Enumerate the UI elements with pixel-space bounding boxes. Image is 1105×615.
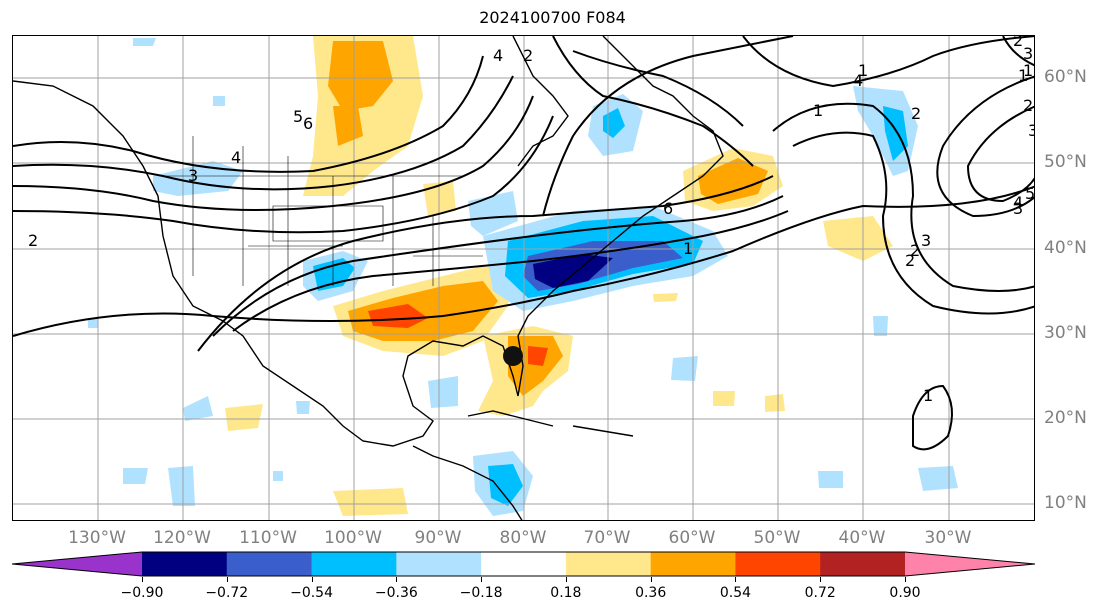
map-canvas: 654321421231234561236431212: [13, 36, 1035, 520]
colorbar-segment: [481, 552, 567, 576]
contour-label: 2: [523, 46, 533, 65]
contour-label: 2: [28, 231, 38, 250]
contour-label: 3: [921, 231, 931, 250]
colorbar-tick-label: −0.90: [120, 585, 164, 601]
contour-label: 5: [293, 107, 303, 126]
colorbar-segment: [396, 552, 482, 576]
contour-label: 4: [853, 71, 863, 90]
longitude-label: 30°W: [924, 528, 972, 548]
storm-center-marker: [503, 346, 523, 366]
colorbar-tick-label: −0.18: [459, 585, 503, 601]
shaded-fields: [88, 36, 958, 516]
latitude-label: 30°N: [1044, 323, 1087, 343]
colorbar-tick-label: 0.36: [635, 585, 667, 601]
contour-label: 6: [1033, 171, 1035, 190]
colorbar-outline: [11, 551, 1036, 577]
map-panel: 654321421231234561236431212: [12, 35, 1035, 521]
colorbar-tick-mark: [735, 577, 737, 582]
colorbar-segment: [142, 552, 228, 576]
colorbar-tick-mark: [142, 577, 143, 582]
longitude-label: 80°W: [499, 528, 547, 548]
contour-label: 3: [1023, 44, 1033, 63]
longitude-label: 40°W: [838, 528, 886, 548]
latitude-label: 20°N: [1044, 408, 1087, 428]
contour-label: 4: [231, 148, 241, 167]
colorbar-tick-mark: [396, 577, 398, 582]
colorbar-tick-mark: [565, 577, 567, 582]
contour-label: 6: [663, 199, 673, 218]
longitude-label: 130°W: [68, 528, 126, 548]
latitude-label: 50°N: [1044, 152, 1087, 172]
longitude-label: 60°W: [668, 528, 716, 548]
colorbar-tick-label: −0.36: [374, 585, 418, 601]
latitude-label: 10°N: [1044, 493, 1087, 513]
contour-label: 2: [910, 241, 920, 260]
colorbar-segment: [820, 552, 906, 576]
height-contours: [13, 36, 1034, 451]
contour-label: 1: [923, 386, 933, 405]
colorbar-segment: [311, 552, 397, 576]
latitude-label: 60°N: [1044, 67, 1087, 87]
longitude-label: 120°W: [153, 528, 211, 548]
colorbar-tick-mark: [226, 577, 228, 582]
colorbar-segment: [735, 552, 821, 576]
contour-label: 3: [188, 166, 198, 185]
contour-label: 6: [303, 114, 313, 133]
colorbar-tick-mark: [311, 577, 313, 582]
colorbar-segment: [565, 552, 652, 576]
colorbar-segment: [226, 552, 313, 576]
colorbar-tick-label: 0.72: [804, 585, 836, 601]
colorbar-tick-mark: [820, 577, 822, 582]
contour-label: 1: [1018, 66, 1028, 85]
colorbar-extend-high: [905, 552, 1035, 576]
colorbar-tick-label: 0.90: [889, 585, 921, 601]
colorbar-tick-mark: [905, 577, 906, 582]
latitude-label: 40°N: [1044, 238, 1087, 258]
colorbar-extend-low: [12, 552, 142, 576]
contour-label: 3: [1028, 121, 1035, 140]
colorbar-tick-label: 0.18: [550, 585, 582, 601]
contour-label: 2: [1013, 36, 1023, 50]
contour-label: 4: [493, 46, 503, 65]
map-title: 2024100700 F084: [479, 8, 626, 27]
contour-label: 3: [1013, 199, 1023, 218]
colorbar-tick-mark: [481, 577, 483, 582]
contour-label: 1: [1023, 61, 1033, 80]
longitude-label: 100°W: [324, 528, 382, 548]
longitude-label: 70°W: [583, 528, 631, 548]
colorbar-tick-mark: [650, 577, 652, 582]
contour-label: 2: [911, 104, 921, 123]
colorbar-tick-label: 0.54: [719, 585, 752, 601]
colorbar: [11, 551, 1036, 577]
colorbar-tick-label: −0.54: [290, 585, 333, 601]
longitude-label: 90°W: [414, 528, 462, 548]
longitude-label: 110°W: [239, 528, 297, 548]
contour-label: 1: [683, 239, 693, 258]
contour-labels: 654321421231234561236431212: [28, 36, 1035, 405]
colorbar-tick-label: −0.72: [205, 585, 249, 601]
contour-label: 4: [1013, 193, 1023, 212]
contour-label: 1: [813, 101, 823, 120]
contour-label: 5: [1025, 184, 1035, 203]
longitude-label: 50°W: [753, 528, 801, 548]
contour-label: 2: [1023, 96, 1033, 115]
coastlines: [13, 36, 724, 520]
contour-label: 1: [858, 61, 868, 80]
contour-label: 2: [905, 251, 915, 270]
colorbar-segment: [650, 552, 736, 576]
